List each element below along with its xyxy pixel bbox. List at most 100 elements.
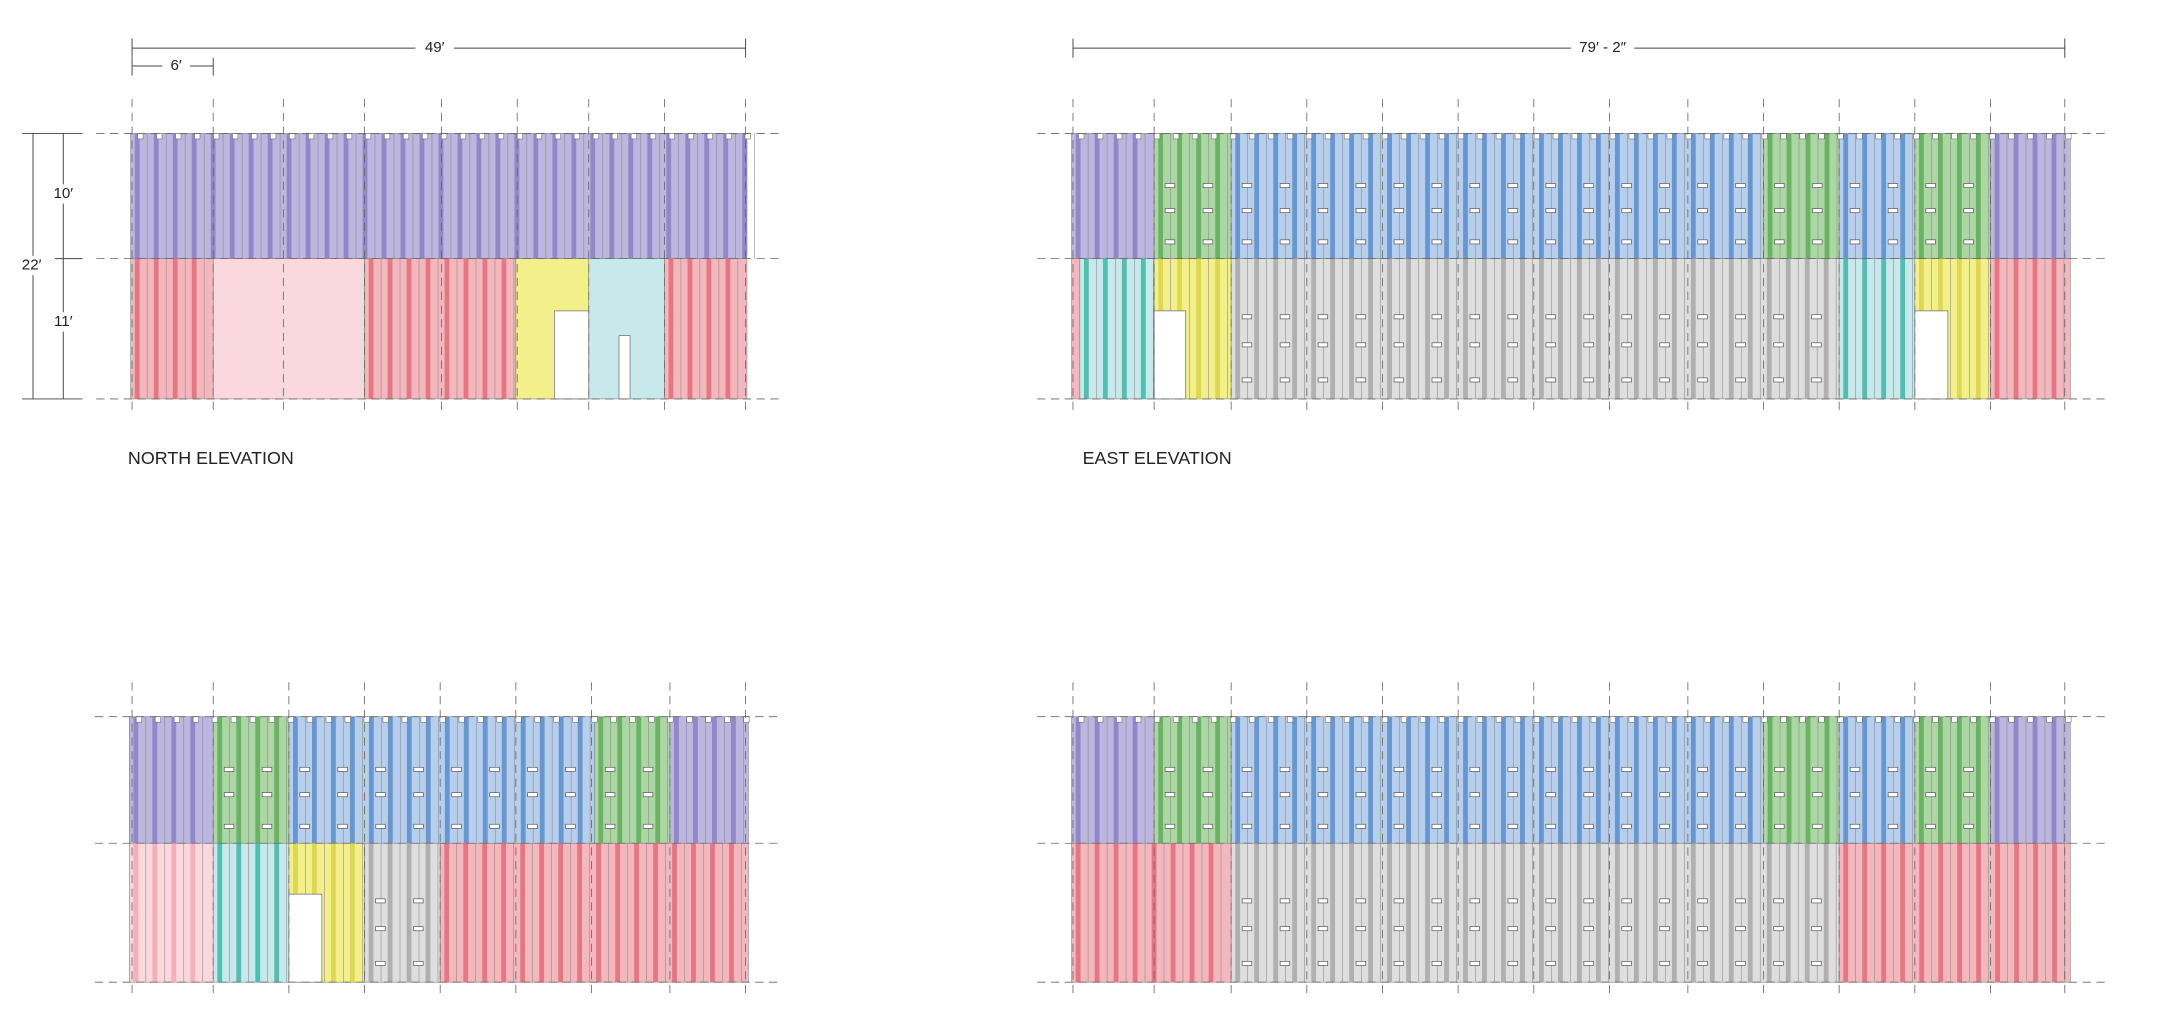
panel-rib bbox=[133, 843, 139, 983]
fastener bbox=[1393, 342, 1405, 348]
panel-rib bbox=[1671, 843, 1677, 983]
cap bbox=[554, 133, 561, 140]
panel bbox=[1990, 716, 2071, 844]
panel bbox=[1071, 716, 1155, 844]
panel-rib bbox=[1463, 716, 1468, 844]
panel-rib bbox=[1132, 716, 1138, 844]
fastener bbox=[1583, 898, 1594, 904]
fastener bbox=[1431, 208, 1442, 214]
cap bbox=[553, 716, 560, 723]
fastener bbox=[1583, 766, 1594, 772]
label-bg bbox=[49, 184, 78, 204]
cap bbox=[1704, 133, 1711, 140]
cap bbox=[1894, 716, 1901, 723]
fastener bbox=[1583, 377, 1594, 383]
panel-rib bbox=[1208, 843, 1214, 983]
panel-rib bbox=[368, 716, 374, 844]
cap bbox=[1628, 133, 1635, 140]
cap bbox=[1647, 133, 1654, 140]
fastener bbox=[1774, 208, 1785, 214]
fastener bbox=[1279, 898, 1291, 904]
panel-rib bbox=[1747, 843, 1753, 983]
cap bbox=[1097, 716, 1104, 723]
panel-rib bbox=[1785, 258, 1791, 399]
cap bbox=[478, 133, 486, 140]
fastener bbox=[1545, 926, 1556, 932]
panel bbox=[212, 258, 365, 400]
cap bbox=[1438, 133, 1445, 140]
fastener bbox=[1697, 926, 1708, 932]
cap bbox=[460, 133, 467, 140]
panel-rib bbox=[1539, 258, 1544, 399]
panel-rib bbox=[1995, 843, 2000, 983]
fastener bbox=[1849, 208, 1861, 214]
cap bbox=[497, 133, 505, 140]
panel-rib bbox=[255, 843, 261, 983]
panel-rib bbox=[1113, 133, 1119, 259]
fastener bbox=[1241, 239, 1253, 245]
fastener bbox=[1621, 314, 1632, 320]
panel-rib bbox=[1292, 716, 1298, 844]
fastener bbox=[1241, 208, 1253, 214]
fastener bbox=[1545, 208, 1556, 214]
panel-rib bbox=[1728, 258, 1734, 399]
panel bbox=[129, 716, 214, 844]
cap bbox=[403, 133, 410, 140]
cap bbox=[1552, 133, 1559, 140]
panel-rib bbox=[1918, 716, 1924, 844]
panel-rib bbox=[1196, 258, 1202, 399]
fastener bbox=[1241, 898, 1253, 904]
panel-rib bbox=[1728, 133, 1734, 259]
panel-rib bbox=[1804, 843, 1810, 983]
panel-rib bbox=[1075, 133, 1081, 259]
panel-rib bbox=[1919, 843, 1925, 983]
fastener bbox=[1887, 239, 1899, 245]
panel-rib bbox=[1766, 843, 1772, 983]
fastener bbox=[1925, 208, 1936, 214]
fastener bbox=[1164, 239, 1176, 245]
cap bbox=[1381, 133, 1388, 140]
panel-rib bbox=[653, 843, 658, 983]
fastener bbox=[375, 823, 386, 829]
cap bbox=[1343, 133, 1351, 140]
panel-rib bbox=[1425, 716, 1430, 844]
fastener bbox=[413, 926, 424, 932]
fastener bbox=[1583, 208, 1594, 214]
fastener bbox=[1697, 823, 1708, 829]
panel-rib bbox=[1595, 258, 1601, 399]
fastener bbox=[1507, 208, 1518, 214]
panel-rib bbox=[647, 133, 653, 259]
fastener bbox=[1317, 926, 1329, 932]
fastener bbox=[1812, 792, 1823, 798]
fastener bbox=[1241, 926, 1253, 932]
panel-rib bbox=[1785, 843, 1791, 983]
cap bbox=[1457, 133, 1464, 140]
panel-rib bbox=[617, 716, 623, 844]
panel bbox=[130, 258, 214, 400]
panel-rib bbox=[190, 843, 196, 983]
fastener bbox=[1279, 239, 1291, 245]
cap bbox=[1514, 716, 1521, 723]
panel-rib bbox=[1728, 716, 1734, 844]
fastener bbox=[1355, 342, 1367, 348]
fastener bbox=[451, 766, 462, 772]
fastener bbox=[1241, 823, 1253, 829]
cap bbox=[289, 133, 296, 140]
panel-rib bbox=[571, 133, 577, 259]
panel-rib bbox=[1558, 258, 1563, 399]
cap bbox=[592, 133, 599, 140]
panel-rib bbox=[406, 716, 412, 844]
fastener bbox=[1355, 208, 1367, 214]
fastener bbox=[1735, 239, 1746, 245]
panel-rib bbox=[1463, 843, 1468, 983]
fastener bbox=[1317, 208, 1329, 214]
fastener bbox=[1164, 183, 1176, 188]
panel-rib bbox=[2013, 258, 2019, 399]
panel-rib bbox=[1463, 258, 1468, 399]
cap bbox=[1343, 716, 1351, 723]
panel-rib bbox=[1520, 716, 1525, 844]
fastener bbox=[1279, 926, 1291, 932]
panel-rib bbox=[1862, 258, 1868, 399]
fastener bbox=[1279, 314, 1291, 320]
cap bbox=[667, 716, 674, 723]
